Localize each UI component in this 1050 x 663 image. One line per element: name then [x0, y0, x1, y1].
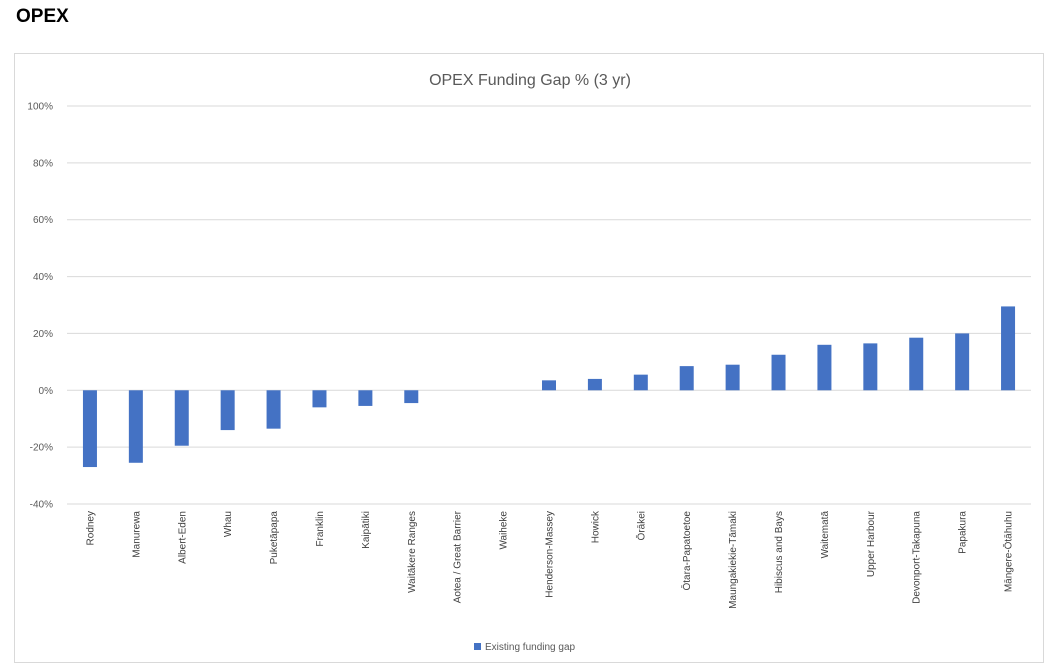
legend-swatch — [474, 643, 481, 650]
legend: Existing funding gap — [474, 642, 576, 653]
bar — [82, 390, 97, 468]
x-category-label: Devonport-Takapuna — [912, 511, 923, 604]
bar — [587, 378, 602, 391]
y-tick-label: 20% — [33, 329, 53, 340]
bar — [817, 344, 832, 391]
x-category-label: Waitematā — [820, 511, 831, 559]
x-category-label: Hibiscus and Bays — [774, 511, 785, 593]
y-tick-label: 80% — [33, 158, 53, 169]
y-tick-label: 60% — [33, 215, 53, 226]
bar — [771, 354, 786, 391]
legend-label: Existing funding gap — [485, 642, 576, 653]
y-tick-label: 0% — [39, 386, 54, 397]
y-tick-label: 40% — [33, 272, 53, 283]
x-category-label: Māngere-Ōtāhuhu — [1003, 511, 1015, 592]
y-tick-label: -20% — [30, 443, 53, 454]
x-category-label: Henderson-Massey — [545, 511, 556, 598]
x-category-label: Aotea / Great Barrier — [453, 510, 464, 603]
x-category-label: Whau — [223, 511, 234, 537]
y-tick-label: 100% — [27, 102, 53, 113]
page-heading: OPEX — [16, 6, 69, 27]
bar — [633, 374, 648, 391]
x-category-label: Waiheke — [499, 511, 510, 550]
x-category-label: Upper Harbour — [866, 510, 877, 577]
bar — [358, 390, 373, 406]
x-category-label: Franklin — [315, 511, 326, 547]
x-category-label: Howick — [590, 510, 601, 543]
bar — [266, 390, 281, 429]
x-category-label: Manurewa — [131, 511, 142, 558]
gridlines — [67, 105, 1031, 505]
x-category-label: Puketāpapa — [269, 511, 280, 565]
y-axis-ticks: 100% 80% 60% 40% 20% 0% -20% -40% — [27, 102, 53, 511]
bar — [542, 380, 556, 391]
bar — [312, 390, 327, 408]
x-category-label: Ōtara-Papatoetoe — [681, 511, 693, 591]
x-category-label: Kaipātiki — [361, 511, 372, 549]
chart-frame: OPEX Funding Gap % (3 yr) 100% 80% 60% 40% 2… — [14, 53, 1044, 663]
funding-gap-bar-chart: OPEX Funding Gap % (3 yr) 100% 80% 60% 40% 2… — [27, 72, 1031, 653]
bars — [82, 306, 1016, 468]
bar — [955, 333, 970, 391]
x-axis-categories: Rodney Manurewa Albert-Eden Whau Puketāpapa F… — [85, 510, 1014, 609]
bar — [1001, 306, 1016, 391]
bar — [220, 390, 235, 431]
x-category-label: Ōrākei — [635, 511, 647, 540]
bar — [174, 390, 189, 446]
x-category-label: Papakura — [958, 511, 969, 554]
bar — [863, 343, 878, 391]
x-category-label: Albert-Eden — [177, 511, 188, 564]
x-category-label: Maungakiekie-Tāmaki — [728, 511, 739, 609]
chart-title: OPEX Funding Gap % (3 yr) — [429, 72, 631, 89]
bar — [725, 364, 740, 391]
bar — [679, 366, 694, 391]
bar — [404, 390, 419, 404]
bar — [909, 337, 924, 391]
bar — [128, 390, 143, 463]
y-tick-label: -40% — [30, 500, 53, 511]
x-category-label: Rodney — [85, 511, 96, 545]
x-category-label: Waitākere Ranges — [407, 511, 418, 593]
